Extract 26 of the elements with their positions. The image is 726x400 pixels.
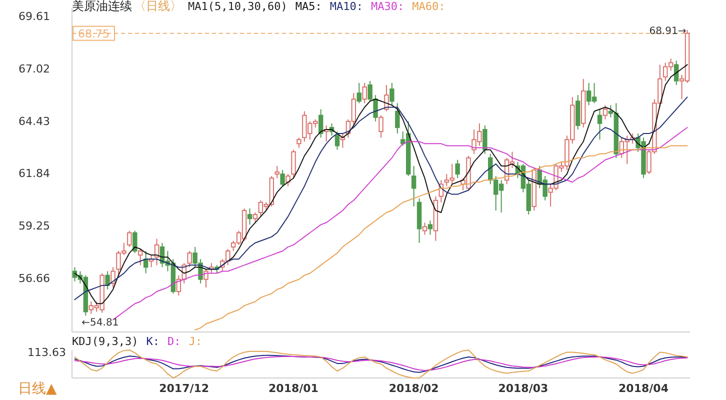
y-tick-label: 56.66 [18, 272, 50, 286]
y-tick-label: 61.84 [18, 167, 50, 180]
annotation: 68.91→ [649, 26, 686, 38]
series-label: J: [188, 335, 202, 348]
text: MA60: [412, 0, 446, 13]
legend-title: KDJ(9,3,3) [72, 335, 138, 348]
chart-title: 美原油连续 [72, 0, 132, 13]
series-label: K: [146, 335, 160, 348]
text: MA5: [295, 0, 322, 13]
text: MA10: [330, 0, 363, 13]
x-tick-label: 2018/03 [498, 382, 548, 395]
chart-subtitle: 〈日线〉 [134, 0, 182, 13]
legend-title: MA1(5,10,30,60) [188, 0, 288, 13]
x-tick-label: 2018/04 [618, 382, 669, 395]
text: MA30: [370, 0, 404, 13]
x-tick-label: 2018/02 [388, 382, 439, 395]
series-label: D: [167, 335, 181, 348]
x-tick-label: 2017/12 [159, 382, 210, 395]
text: 113.63 [28, 346, 66, 359]
y-tick-label: 67.02 [18, 62, 50, 76]
y-tick-label: 64.43 [18, 114, 50, 128]
x-tick-label: 2018/01 [268, 382, 318, 395]
y-tick-label: 69.61 [18, 10, 50, 23]
text: 日线▲ [18, 381, 57, 397]
annotation: ←54.81 [82, 318, 119, 329]
y-tick-label: 59.25 [18, 220, 50, 233]
